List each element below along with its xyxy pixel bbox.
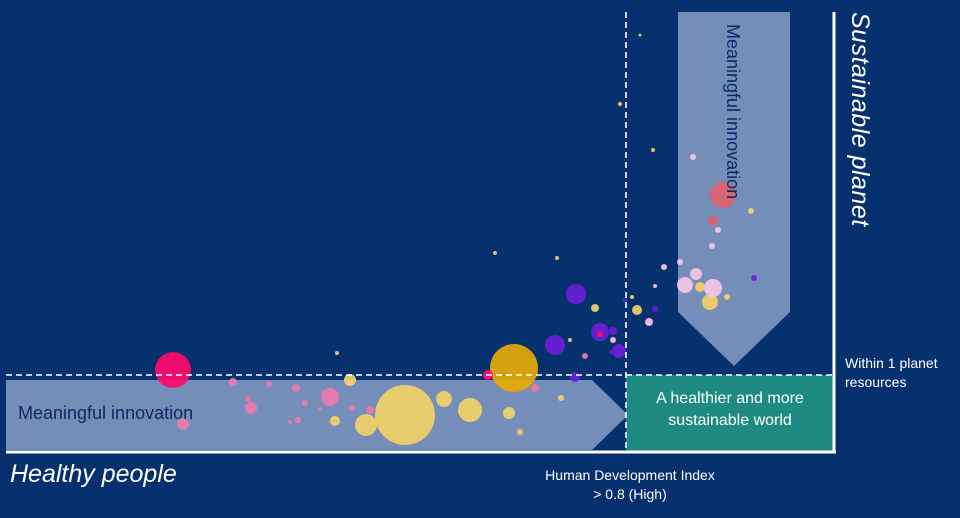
hdi-threshold-label: Human Development Index > 0.8 (High): [545, 467, 715, 502]
bubble-point: [630, 295, 634, 299]
bubble-point: [677, 277, 693, 293]
bubble-point: [321, 388, 339, 406]
bubble-point: [609, 327, 617, 335]
bubble-point: [330, 416, 340, 426]
bubble-point: [366, 406, 374, 414]
bubble-point: [302, 400, 308, 406]
bubble-point: [645, 318, 653, 326]
bubble-point: [493, 251, 497, 255]
bubble-point: [531, 384, 539, 392]
bubble-point: [436, 391, 452, 407]
target-box-label: A healthier and more sustainable world: [656, 390, 804, 429]
bubble-point: [751, 275, 757, 281]
bubble-point: [618, 102, 622, 106]
bubble-point: [245, 402, 257, 414]
bubble-point: [690, 154, 696, 160]
bubble-point: [690, 268, 702, 280]
bubble-point: [609, 350, 613, 354]
bubble-point: [266, 381, 272, 387]
bubble-point: [375, 385, 435, 445]
bubble-point: [355, 414, 377, 436]
target-box: [626, 375, 834, 451]
bubble-point: [709, 243, 715, 249]
bubble-point: [652, 306, 658, 312]
x-axis-title: Healthy people: [10, 460, 177, 488]
bubble-point: [349, 405, 355, 411]
bubble-point: [490, 344, 538, 392]
bubble-point: [632, 305, 642, 315]
bubble-point: [568, 338, 572, 342]
bubble-layer: [155, 33, 757, 445]
bubble-point: [702, 294, 718, 310]
bubble-point: [623, 298, 627, 302]
bubble-point: [335, 351, 339, 355]
bubble-point: [503, 407, 515, 419]
horizontal-innovation-arrow: [6, 380, 628, 450]
horizontal-arrow-label: Meaningful innovation: [18, 403, 194, 423]
bubble-point: [582, 353, 588, 359]
bubble-point: [748, 208, 754, 214]
bubble-point: [566, 284, 586, 304]
bubble-point: [292, 384, 300, 392]
planet-threshold-label: Within 1 planet resources: [845, 355, 938, 390]
bubble-point: [661, 264, 667, 270]
y-axis-title: Sustainable planet: [846, 12, 874, 227]
bubble-point: [295, 417, 301, 423]
bubble-point: [545, 335, 565, 355]
bubble-point: [651, 148, 655, 152]
bubble-point: [245, 396, 251, 402]
bubble-point: [517, 429, 523, 435]
bubble-point: [229, 378, 237, 386]
threshold-lines: [6, 12, 836, 454]
bubble-point: [177, 418, 189, 430]
bubble-point: [597, 331, 603, 337]
bubble-point: [708, 216, 718, 226]
bubble-point: [591, 304, 599, 312]
bubble-point: [155, 352, 191, 388]
bubble-point: [288, 420, 292, 424]
bubble-point: [710, 182, 736, 208]
bubble-point: [724, 294, 730, 300]
bubble-point: [555, 256, 559, 260]
bubble-point: [653, 284, 657, 288]
bubble-point: [558, 395, 564, 401]
bubble-point: [612, 344, 626, 358]
bubble-point: [610, 337, 616, 343]
vertical-arrow-label: Meaningful innovation: [723, 24, 743, 200]
bubble-point: [715, 227, 721, 233]
bubble-point: [570, 372, 580, 382]
bubble-point: [704, 279, 722, 297]
bubble-point: [458, 398, 482, 422]
bubble-point: [695, 282, 705, 292]
bubble-point: [318, 407, 322, 411]
bubble-point: [677, 259, 683, 265]
bubble-point: [638, 33, 642, 37]
bubble-point: [344, 374, 356, 386]
